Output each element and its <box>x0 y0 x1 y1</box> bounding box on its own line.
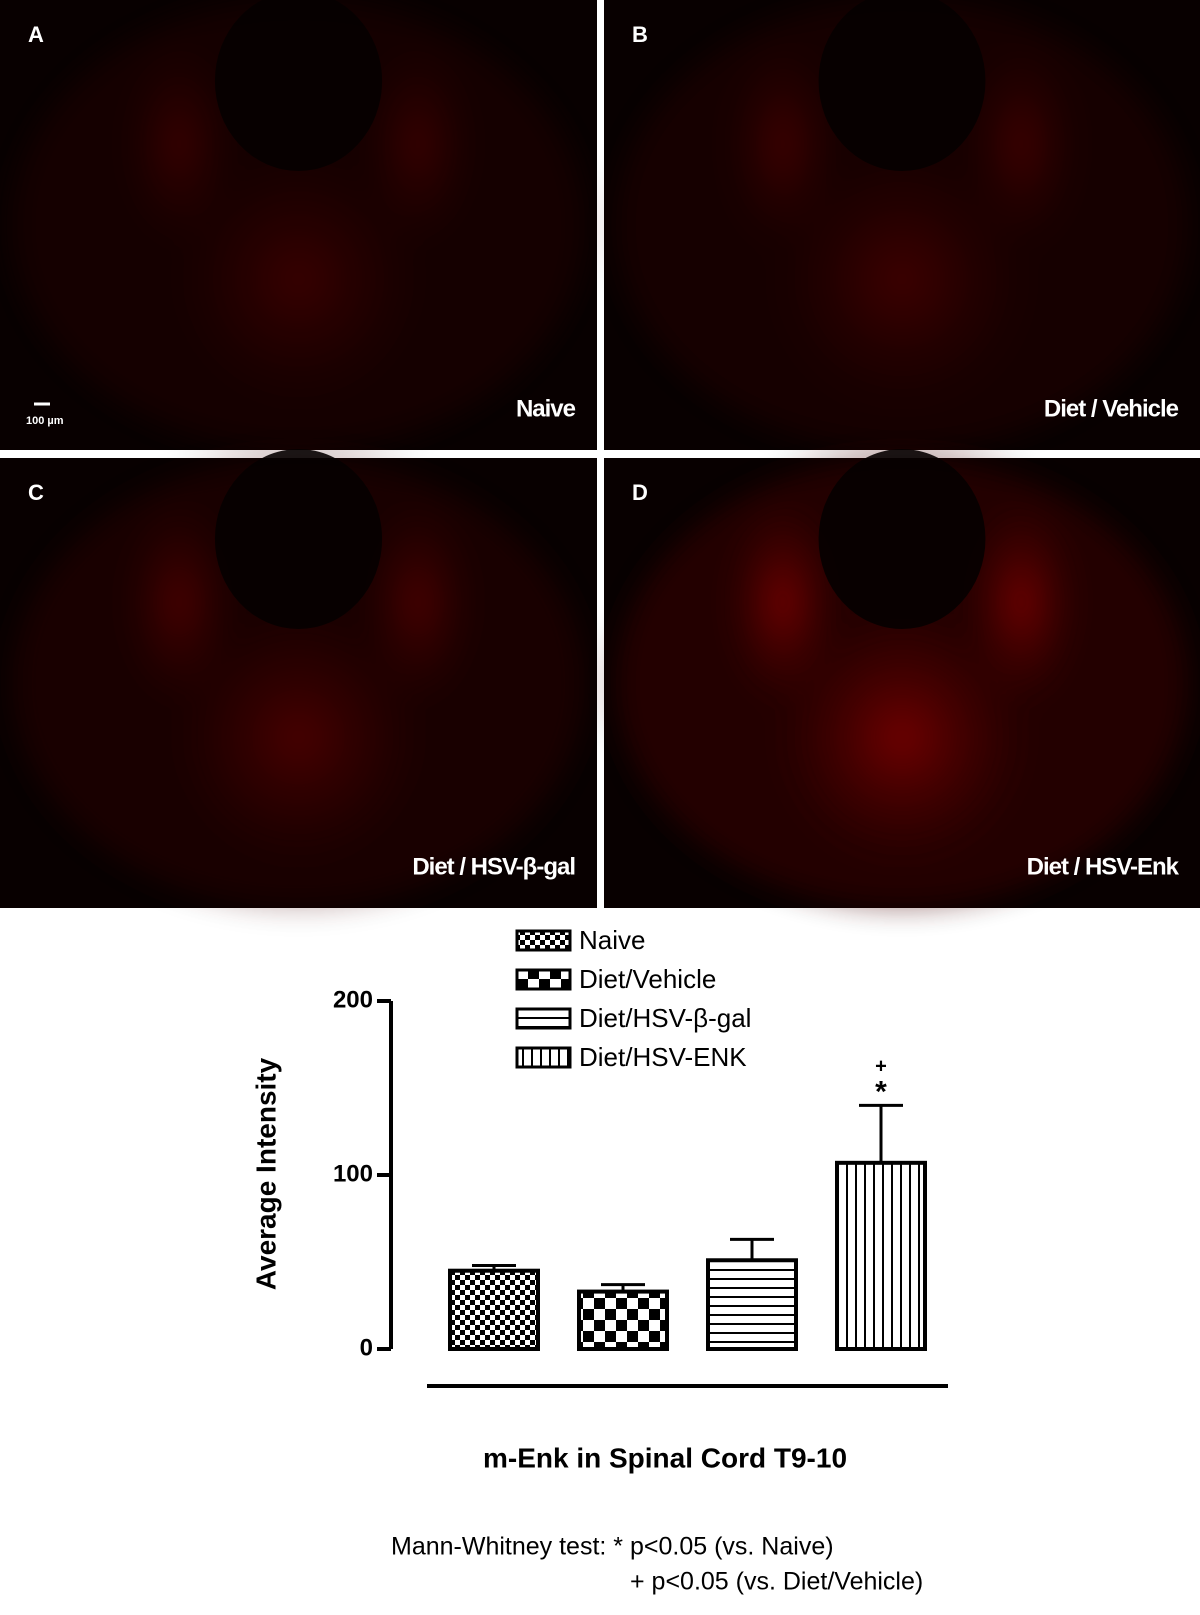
footnote: Mann-Whitney test: * p<0.05 (vs. Naive) <box>391 1533 834 1561</box>
y-tick-label: 200 <box>333 986 373 1013</box>
legend-swatch <box>515 968 572 991</box>
legend-label: Diet/Vehicle <box>579 964 716 994</box>
panel-letter: A <box>28 22 44 47</box>
bar <box>448 1268 540 1351</box>
tissue <box>615 0 1189 450</box>
panel-caption: Diet / HSV-Enk <box>1027 853 1180 880</box>
tissue <box>11 0 586 450</box>
tissue <box>615 458 1189 908</box>
dorsal-column <box>214 0 383 171</box>
significance-mark: * <box>875 1075 887 1108</box>
panel-caption: Diet / Vehicle <box>1044 395 1179 422</box>
scale-bar-label: 100 µm <box>26 415 64 427</box>
y-axis-label: Average Intensity <box>250 1057 281 1290</box>
y-tick-label: 100 <box>333 1160 373 1187</box>
panel-letter: B <box>632 22 648 47</box>
bar <box>577 1289 669 1351</box>
dorsal-column <box>214 449 383 629</box>
legend-swatch <box>515 1046 572 1069</box>
legend-label: Naive <box>579 925 645 955</box>
white-matter <box>11 0 586 450</box>
panel-caption: Naive <box>516 395 576 422</box>
dorsal-column <box>818 449 986 629</box>
footnote: + p<0.05 (vs. Diet/Vehicle) <box>630 1568 923 1596</box>
white-matter <box>615 458 1189 908</box>
tissue <box>11 458 586 908</box>
bar <box>835 1160 927 1351</box>
legend-swatch <box>515 1007 572 1030</box>
dorsal-column <box>818 0 986 171</box>
bar <box>706 1258 798 1352</box>
y-tick-label: 0 <box>360 1334 373 1361</box>
significance-mark: + <box>875 1056 887 1078</box>
panel-letter: D <box>632 480 648 505</box>
legend-label: Diet/HSV-β-gal <box>579 1003 751 1033</box>
white-matter <box>615 0 1189 450</box>
legend-swatch <box>515 929 572 952</box>
panel-caption: Diet / HSV-β-gal <box>412 853 575 880</box>
legend-label: Diet/HSV-ENK <box>579 1042 747 1072</box>
panel-letter: C <box>28 480 44 505</box>
x-axis-label: m-Enk in Spinal Cord T9-10 <box>483 1442 847 1473</box>
white-matter <box>11 458 586 908</box>
